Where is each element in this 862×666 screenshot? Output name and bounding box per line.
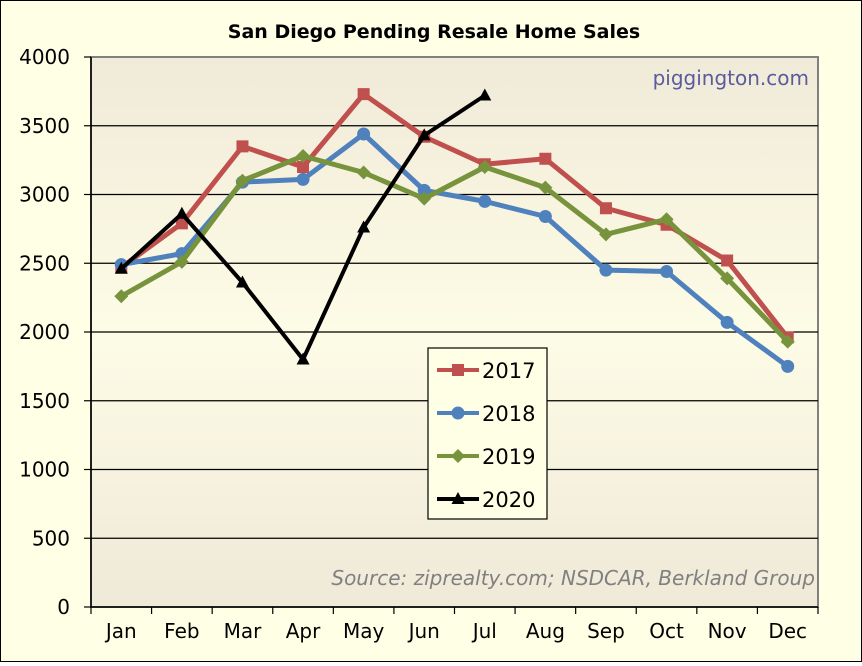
data-point-2019 bbox=[417, 191, 432, 206]
data-point-2019 bbox=[538, 180, 553, 195]
data-point-2020 bbox=[357, 220, 371, 233]
legend-marker bbox=[451, 406, 465, 420]
data-point-2020 bbox=[296, 352, 310, 365]
chart-title: San Diego Pending Resale Home Sales bbox=[228, 21, 640, 43]
data-point-2019 bbox=[174, 254, 189, 269]
data-point-2019 bbox=[780, 334, 795, 349]
legend-box bbox=[427, 347, 548, 520]
data-point-2017 bbox=[357, 88, 370, 101]
series-group bbox=[114, 88, 795, 373]
data-point-2018 bbox=[599, 263, 613, 277]
y-axis: 0 500 1000 1500 2000 2500 3000 3500 4000 bbox=[19, 45, 92, 619]
legend-label: 2017 bbox=[482, 359, 535, 383]
y-tick-label: 0 bbox=[57, 595, 70, 619]
data-point-2020 bbox=[417, 128, 431, 141]
legend-marker bbox=[451, 492, 465, 504]
data-point-2018 bbox=[296, 172, 310, 186]
x-tick-label: Apr bbox=[286, 619, 321, 643]
data-point-2019 bbox=[356, 165, 371, 180]
data-point-2018 bbox=[660, 265, 674, 278]
data-point-2017 bbox=[599, 202, 612, 215]
source-note: Source: ziprealty.com; NSDCAR, Berkland … bbox=[331, 566, 815, 590]
x-tick-label: Aug bbox=[526, 619, 565, 643]
data-point-2017 bbox=[175, 217, 188, 230]
legend-item: 2019 bbox=[437, 445, 535, 469]
y-tick-label: 3000 bbox=[19, 183, 70, 207]
legend: 2017 2018 2019 2020 bbox=[427, 347, 548, 520]
data-point-2018 bbox=[357, 127, 371, 141]
legend-item: 2020 bbox=[437, 488, 535, 512]
data-point-2017 bbox=[297, 161, 310, 173]
data-point-2019 bbox=[720, 271, 735, 286]
data-point-2020 bbox=[175, 206, 189, 219]
data-point-2017 bbox=[721, 254, 734, 267]
y-tick-label: 4000 bbox=[19, 45, 70, 69]
x-tick-label: Sep bbox=[587, 619, 625, 643]
data-point-2017 bbox=[539, 152, 552, 165]
x-tick-label: Oct bbox=[649, 619, 684, 643]
data-point-2020 bbox=[235, 275, 249, 288]
data-point-2019 bbox=[296, 149, 311, 163]
x-tick-label: Jun bbox=[407, 619, 440, 643]
data-point-2019 bbox=[659, 212, 674, 227]
data-point-2018 bbox=[720, 315, 734, 329]
data-point-2019 bbox=[235, 173, 250, 188]
series-2020 bbox=[114, 88, 492, 365]
y-tick-label: 3500 bbox=[19, 114, 70, 138]
data-point-2018 bbox=[538, 210, 552, 223]
data-point-2019 bbox=[477, 160, 492, 174]
x-tick-label: Nov bbox=[708, 619, 747, 643]
legend-item: 2017 bbox=[437, 359, 535, 383]
data-point-2018 bbox=[781, 359, 795, 373]
series-line-2019 bbox=[120, 153, 790, 344]
x-tick-label: Mar bbox=[224, 619, 263, 643]
y-tick-label: 1500 bbox=[19, 389, 70, 413]
legend-label: 2018 bbox=[482, 402, 535, 426]
legend-item: 2018 bbox=[437, 402, 535, 426]
legend-marker bbox=[452, 364, 464, 376]
legend-label: 2019 bbox=[482, 445, 535, 469]
watermark: piggington.com bbox=[653, 66, 809, 90]
data-point-2018 bbox=[417, 183, 431, 197]
data-point-2018 bbox=[478, 194, 492, 208]
x-tick-label: May bbox=[343, 619, 385, 643]
series-2019 bbox=[114, 149, 795, 349]
y-tick-label: 2500 bbox=[19, 251, 70, 275]
data-point-2019 bbox=[598, 227, 613, 242]
x-tick-label: Jan bbox=[104, 619, 137, 643]
x-tick-label: Jul bbox=[471, 619, 497, 643]
data-point-2019 bbox=[114, 289, 129, 304]
x-axis: Jan Feb Mar Apr May Jun Jul Aug Sep Oct Nov Dec bbox=[90, 606, 819, 643]
data-point-2020 bbox=[478, 88, 492, 101]
x-tick-label: Feb bbox=[164, 619, 199, 643]
legend-marker bbox=[451, 449, 465, 463]
data-point-2017 bbox=[236, 140, 249, 153]
y-tick-label: 1000 bbox=[19, 458, 70, 482]
y-tick-label: 2000 bbox=[19, 320, 70, 344]
x-tick-label: Dec bbox=[768, 619, 807, 643]
y-tick-label: 500 bbox=[32, 526, 70, 550]
data-point-2020 bbox=[114, 261, 128, 274]
legend-label: 2020 bbox=[482, 488, 535, 512]
